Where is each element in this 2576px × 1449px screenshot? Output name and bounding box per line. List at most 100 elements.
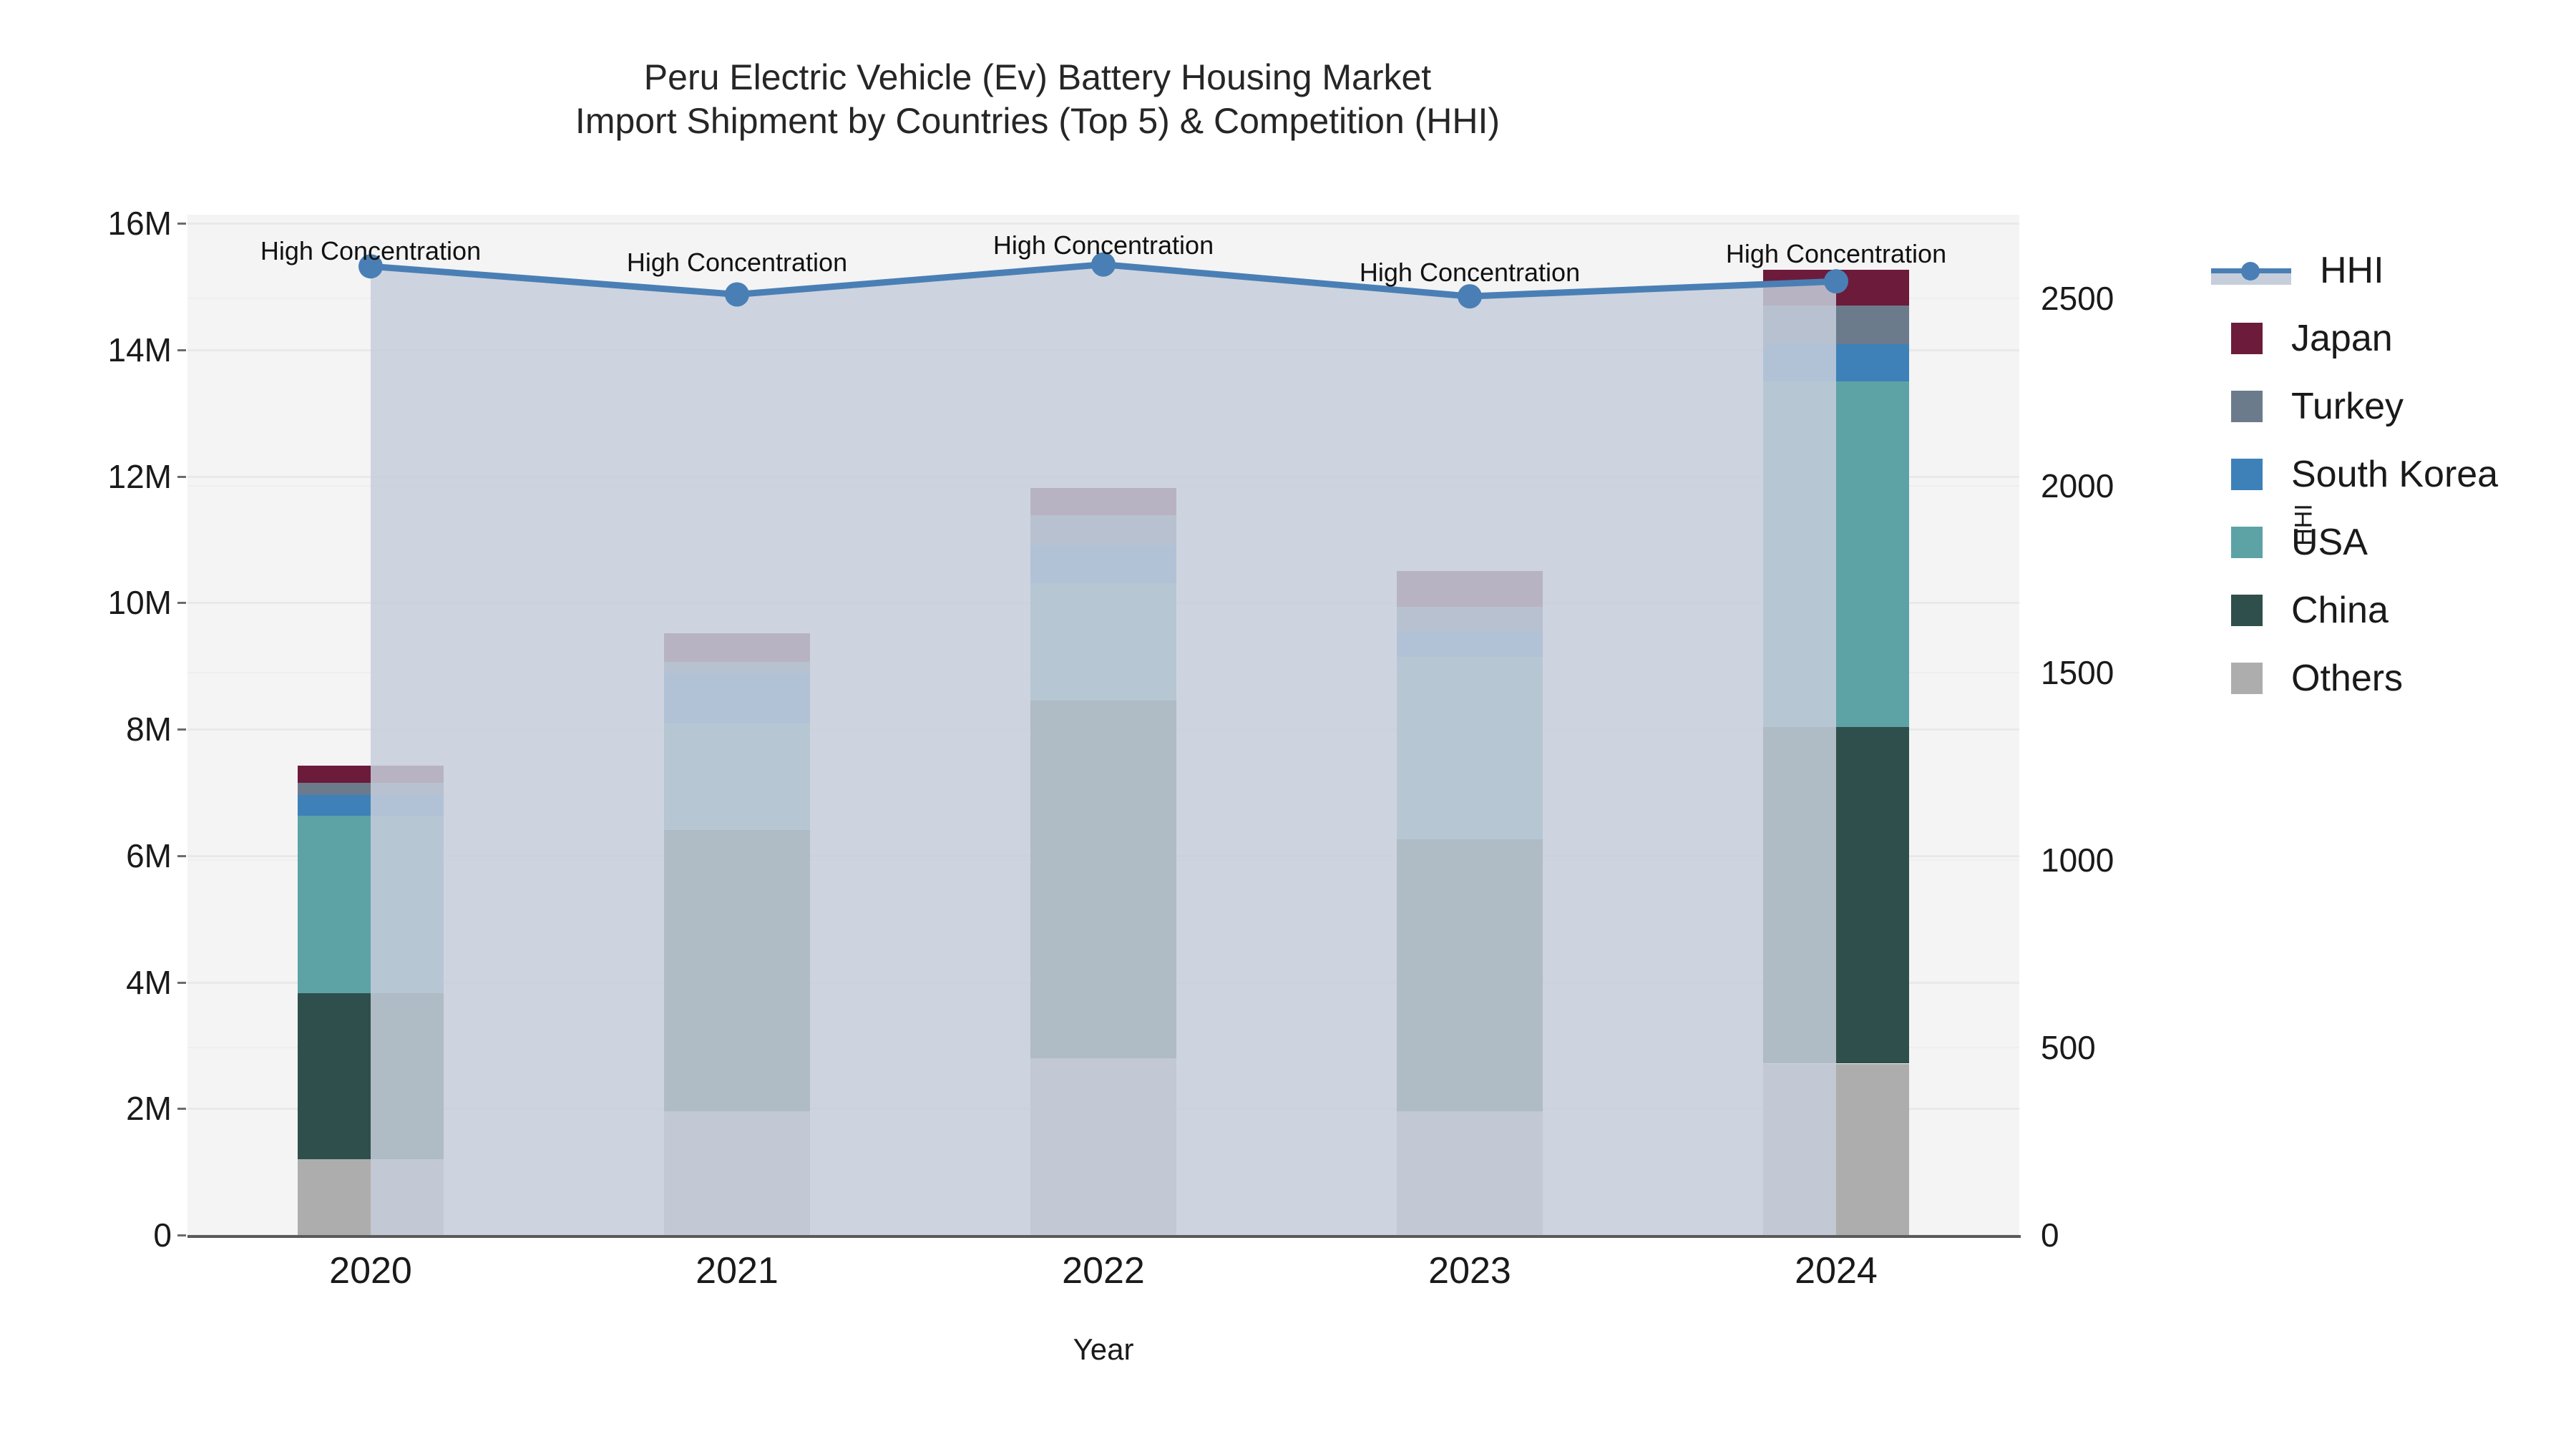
y-axis-left-tickmark xyxy=(177,1234,186,1236)
bar-segment-china-2020[interactable] xyxy=(298,992,444,1159)
bar-segment-south-korea-2021[interactable] xyxy=(664,673,810,724)
bar-segment-usa-2021[interactable] xyxy=(664,723,810,831)
bar-segment-japan-2020[interactable] xyxy=(298,766,444,784)
bar-segment-south-korea-2023[interactable] xyxy=(1397,631,1543,658)
legend-swatch-icon xyxy=(2231,458,2263,490)
legend-item-japan[interactable]: Japan xyxy=(2211,304,2569,372)
y-axis-left-tickmark xyxy=(177,728,186,731)
y-axis-right-tick-0: 0 xyxy=(2041,1216,2059,1254)
chart-legend: HHI Japan Turkey South Korea USA China Others xyxy=(2211,236,2569,712)
x-axis-tick-2021: 2021 xyxy=(696,1250,779,1292)
legend-swatch-icon xyxy=(2231,594,2263,626)
y-axis-left-tickmark xyxy=(177,223,186,225)
chart-title: Peru Electric Vehicle (Ev) Battery Housi… xyxy=(0,56,2075,143)
y-axis-left-tick-10M: 10M xyxy=(107,584,172,622)
gridline-y2-2000 xyxy=(187,484,2019,487)
legend-swatch-icon xyxy=(2231,322,2263,354)
bar-segment-others-2020[interactable] xyxy=(298,1158,444,1235)
bar-segment-japan-2024[interactable] xyxy=(1763,269,1909,306)
chart-title-line-2: Import Shipment by Countries (Top 5) & C… xyxy=(575,101,1501,141)
plot-area xyxy=(187,215,2019,1236)
y-axis-right-tick-2500: 2500 xyxy=(2041,279,2114,317)
x-axis-label: Year xyxy=(1073,1332,1134,1366)
bar-segment-turkey-2021[interactable] xyxy=(664,662,810,674)
y-axis-left-tickmark xyxy=(177,854,186,857)
legend-item-south-korea[interactable]: South Korea xyxy=(2211,440,2569,508)
y-axis-right-tick-2000: 2000 xyxy=(2041,467,2114,504)
bar-segment-others-2021[interactable] xyxy=(664,1111,810,1235)
bar-segment-south-korea-2024[interactable] xyxy=(1763,343,1909,381)
hhi-marker-2021[interactable] xyxy=(725,282,749,307)
legend-label: HHI xyxy=(2320,249,2384,291)
bar-segment-turkey-2023[interactable] xyxy=(1397,607,1543,631)
x-axis-tick-2020: 2020 xyxy=(329,1250,412,1292)
y-axis-left-tickmark xyxy=(177,475,186,478)
y-axis-left-tickmark xyxy=(177,602,186,605)
bar-segment-usa-2023[interactable] xyxy=(1397,657,1543,839)
legend-item-hhi[interactable]: HHI xyxy=(2211,236,2569,304)
legend-swatch-icon xyxy=(2231,662,2263,694)
bar-segment-japan-2021[interactable] xyxy=(664,633,810,663)
legend-line-icon xyxy=(2211,255,2291,286)
bar-segment-turkey-2024[interactable] xyxy=(1763,305,1909,344)
y-axis-right-tick-500: 500 xyxy=(2041,1029,2096,1067)
y-axis-left-tick-8M: 8M xyxy=(126,711,172,748)
hhi-line xyxy=(367,261,1840,300)
legend-label: South Korea xyxy=(2291,453,2499,495)
y-axis-left-tickmark xyxy=(177,1108,186,1111)
bar-segment-usa-2024[interactable] xyxy=(1763,381,1909,728)
bar-segment-others-2022[interactable] xyxy=(1030,1058,1176,1235)
legend-item-others[interactable]: Others xyxy=(2211,644,2569,712)
x-axis-line xyxy=(187,1235,2021,1238)
bar-segment-japan-2023[interactable] xyxy=(1397,571,1543,608)
y-axis-left-tick-2M: 2M xyxy=(126,1090,172,1128)
annotation-high-concentration-2023: High Concentration xyxy=(1359,258,1581,287)
bar-segment-china-2022[interactable] xyxy=(1030,701,1176,1059)
annotation-high-concentration-2022: High Concentration xyxy=(992,230,1214,260)
bar-segment-others-2023[interactable] xyxy=(1397,1111,1543,1235)
x-axis-tick-2022: 2022 xyxy=(1062,1250,1145,1292)
legend-label: Turkey xyxy=(2291,385,2404,427)
bar-segment-china-2024[interactable] xyxy=(1763,727,1909,1064)
y-axis-right-tick-1500: 1500 xyxy=(2041,654,2114,692)
bar-segment-turkey-2020[interactable] xyxy=(298,783,444,795)
bar-segment-china-2021[interactable] xyxy=(664,830,810,1111)
legend-swatch-icon xyxy=(2231,526,2263,558)
y-axis-left-tick-4M: 4M xyxy=(126,963,172,1001)
annotation-high-concentration-2020: High Concentration xyxy=(260,236,482,265)
gridline-y2-2500 xyxy=(187,297,2019,299)
legend-label: Japan xyxy=(2291,317,2393,359)
y-axis-left-tickmark xyxy=(177,348,186,351)
legend-label: Others xyxy=(2291,657,2404,699)
legend-item-usa[interactable]: USA xyxy=(2211,508,2569,576)
legend-label: China xyxy=(2291,589,2389,631)
annotation-high-concentration-2024: High Concentration xyxy=(1725,239,1947,268)
hhi-markers xyxy=(358,252,1848,309)
bar-segment-turkey-2022[interactable] xyxy=(1030,515,1176,545)
gridline-y-12M xyxy=(187,475,2019,478)
bar-segment-usa-2022[interactable] xyxy=(1030,582,1176,701)
y-axis-left-tick-0: 0 xyxy=(153,1216,172,1254)
bar-segment-others-2024[interactable] xyxy=(1763,1063,1909,1235)
annotation-high-concentration-2021: High Concentration xyxy=(626,248,848,277)
bar-segment-japan-2022[interactable] xyxy=(1030,488,1176,516)
bar-segment-china-2023[interactable] xyxy=(1397,839,1543,1111)
bar-segment-south-korea-2022[interactable] xyxy=(1030,545,1176,583)
y-axis-left-tickmark xyxy=(177,981,186,984)
y-axis-left-tick-6M: 6M xyxy=(126,836,172,874)
y-axis-left-tick-14M: 14M xyxy=(107,331,172,369)
bar-segment-south-korea-2020[interactable] xyxy=(298,794,444,816)
y-axis-left-tick-16M: 16M xyxy=(107,205,172,242)
legend-label: USA xyxy=(2291,521,2368,563)
gridline-y-14M xyxy=(187,348,2019,351)
chart-title-line-1: Peru Electric Vehicle (Ev) Battery Housi… xyxy=(643,57,1432,97)
legend-item-china[interactable]: China xyxy=(2211,576,2569,644)
legend-item-turkey[interactable]: Turkey xyxy=(2211,372,2569,440)
legend-swatch-icon xyxy=(2231,390,2263,422)
plot-clip xyxy=(187,215,2019,1236)
y-axis-right-tick-1000: 1000 xyxy=(2041,841,2114,879)
bar-segment-usa-2020[interactable] xyxy=(298,816,444,993)
y-axis-left-tick-12M: 12M xyxy=(107,457,172,495)
hhi-marker-2023[interactable] xyxy=(1458,284,1482,309)
